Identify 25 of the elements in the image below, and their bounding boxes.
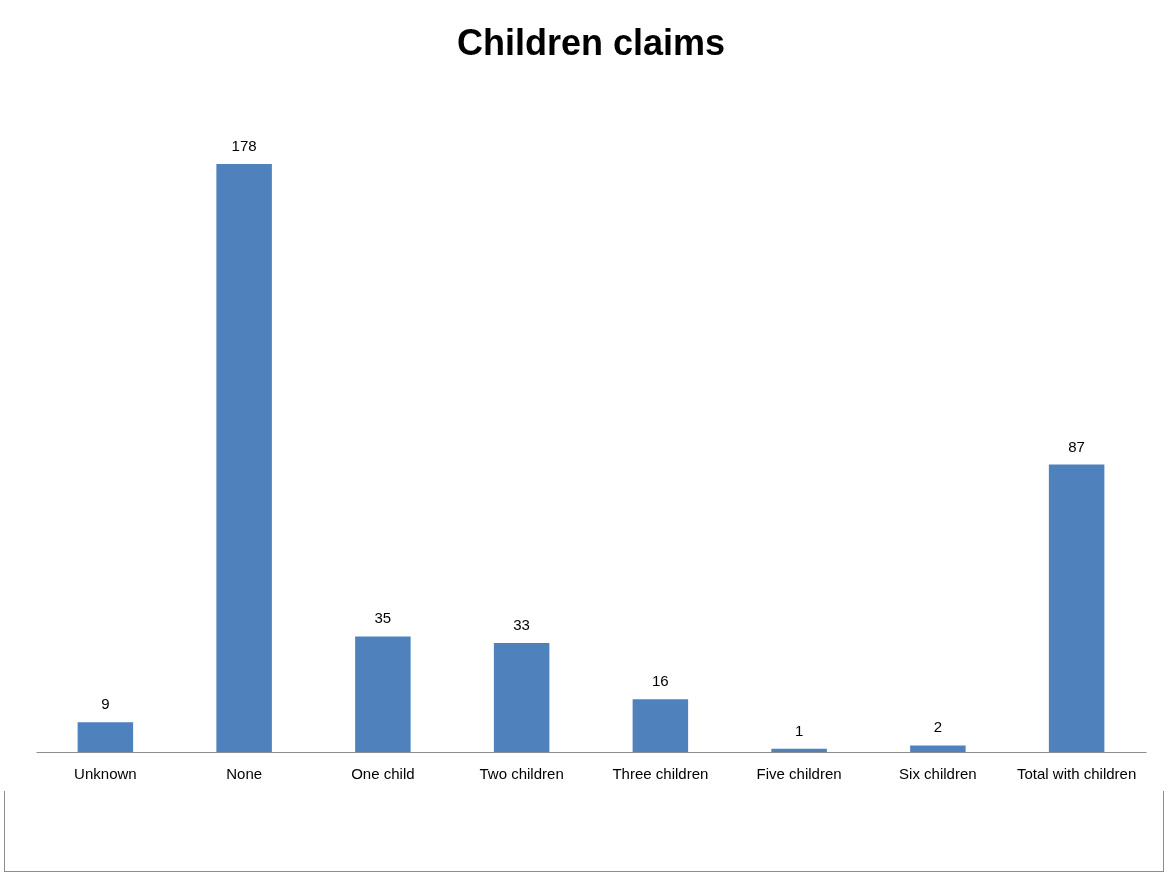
data-label: 33 — [513, 615, 530, 633]
data-label: 178 — [231, 137, 257, 154]
bar — [1048, 464, 1105, 752]
x-tick-label: Unknown — [74, 764, 137, 782]
data-label: 35 — [374, 609, 392, 627]
bar — [216, 164, 272, 752]
x-tick-label: None — [226, 764, 263, 782]
data-label: 9 — [101, 695, 110, 713]
x-tick-label: Three children — [612, 764, 709, 782]
data-label: 2 — [933, 718, 943, 736]
bar — [771, 748, 827, 752]
bar — [355, 636, 411, 752]
x-tick-label: Five children — [756, 764, 842, 782]
x-tick-label: Total with children — [1017, 764, 1137, 782]
data-label: 87 — [1068, 437, 1085, 455]
bar — [493, 642, 550, 752]
bar — [632, 699, 689, 752]
x-tick-label: Two children — [479, 764, 564, 782]
bar — [910, 745, 966, 752]
chart-title: Children claims — [456, 22, 726, 63]
x-tick-label: Six children — [899, 764, 977, 782]
data-label: 16 — [652, 672, 669, 690]
x-tick-label: One child — [351, 764, 415, 782]
bar — [77, 722, 134, 752]
data-label: 1 — [794, 721, 804, 739]
